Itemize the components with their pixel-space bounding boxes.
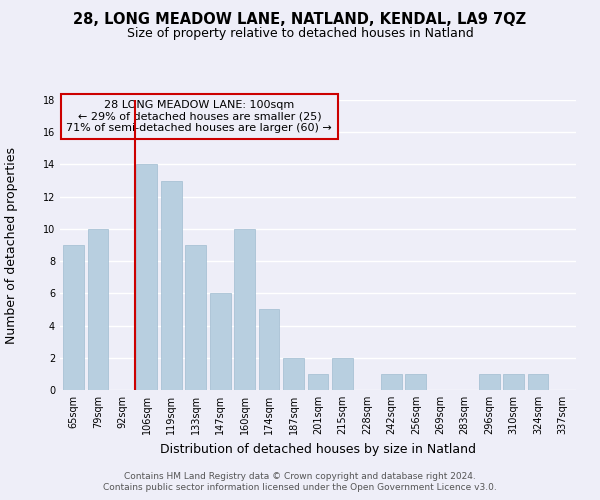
Bar	[161, 180, 182, 390]
Bar	[259, 310, 280, 390]
Text: Number of detached properties: Number of detached properties	[5, 146, 19, 344]
Bar	[479, 374, 500, 390]
Bar	[136, 164, 157, 390]
X-axis label: Distribution of detached houses by size in Natland: Distribution of detached houses by size …	[160, 442, 476, 456]
Text: Contains HM Land Registry data © Crown copyright and database right 2024.: Contains HM Land Registry data © Crown c…	[124, 472, 476, 481]
Bar	[210, 294, 230, 390]
Bar	[332, 358, 353, 390]
Bar	[503, 374, 524, 390]
Text: Contains public sector information licensed under the Open Government Licence v3: Contains public sector information licen…	[103, 483, 497, 492]
Text: 28 LONG MEADOW LANE: 100sqm
← 29% of detached houses are smaller (25)
71% of sem: 28 LONG MEADOW LANE: 100sqm ← 29% of det…	[67, 100, 332, 133]
Bar	[88, 229, 108, 390]
Bar	[381, 374, 402, 390]
Bar	[528, 374, 548, 390]
Bar	[185, 245, 206, 390]
Bar	[234, 229, 255, 390]
Bar	[308, 374, 328, 390]
Text: 28, LONG MEADOW LANE, NATLAND, KENDAL, LA9 7QZ: 28, LONG MEADOW LANE, NATLAND, KENDAL, L…	[73, 12, 527, 28]
Bar	[283, 358, 304, 390]
Bar	[63, 245, 84, 390]
Text: Size of property relative to detached houses in Natland: Size of property relative to detached ho…	[127, 28, 473, 40]
Bar	[406, 374, 426, 390]
